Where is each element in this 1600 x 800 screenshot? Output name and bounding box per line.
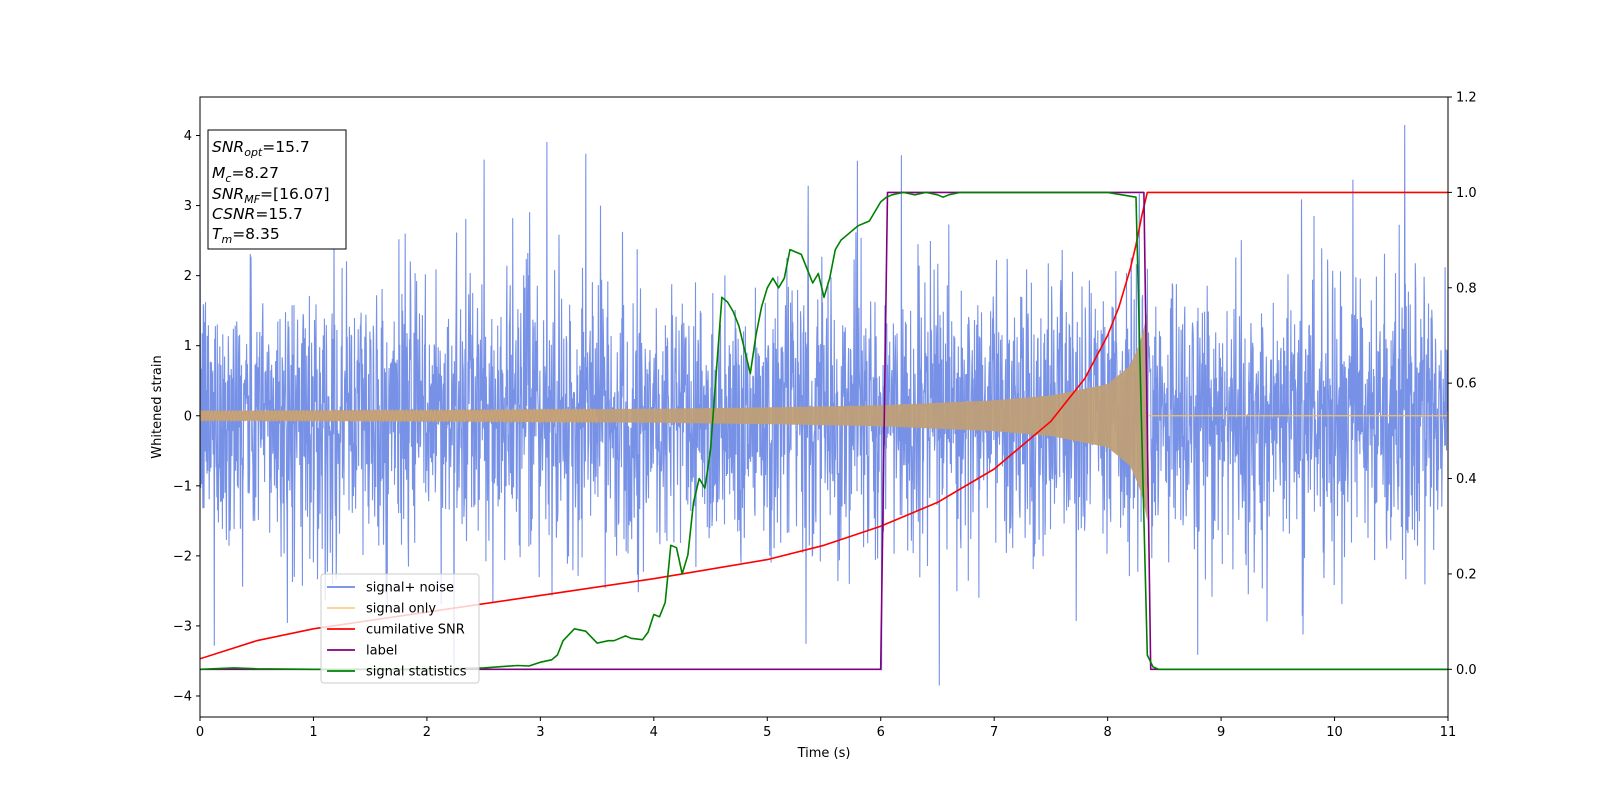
x-tick-label: 8 — [1103, 725, 1111, 740]
y2-tick-label: 0.0 — [1456, 663, 1477, 678]
annotation-frame — [207, 129, 347, 250]
legend-label: signal only — [366, 602, 436, 617]
legend: signal+ noise signal only cumilative SNR la… — [320, 573, 480, 684]
y-axis-left: −4 −3 −2 −1 0 1 2 3 4 — [173, 129, 200, 704]
x-tick-label: 6 — [877, 725, 885, 740]
legend-label: cumilative SNR — [366, 623, 465, 638]
y2-tick-label: 0.6 — [1456, 377, 1477, 392]
y2-tick-label: 1.2 — [1456, 91, 1477, 106]
annotation-line: SNRopt=15.7 — [212, 138, 310, 159]
y-tick-label: −1 — [173, 479, 192, 494]
y2-tick-label: 1.0 — [1456, 186, 1477, 201]
plot-frame — [199, 96, 1449, 718]
x-tick-label: 0 — [196, 725, 204, 740]
series-signal-only — [200, 310, 1448, 521]
series-signal-statistics — [200, 191, 1448, 671]
x-tick-label: 10 — [1326, 725, 1343, 740]
x-tick-label: 7 — [990, 725, 998, 740]
x-tick-label: 9 — [1217, 725, 1225, 740]
y-tick-label: −4 — [173, 689, 192, 704]
y-tick-label: 1 — [184, 339, 192, 354]
y-tick-label: 4 — [184, 129, 192, 144]
y-tick-label: 0 — [184, 409, 192, 424]
x-tick-label: 4 — [650, 725, 658, 740]
y-tick-label: −3 — [173, 619, 192, 634]
y-axis-right: 0.0 0.2 0.4 0.6 0.8 1.0 1.2 — [1448, 91, 1477, 678]
signal-only-envelope — [200, 310, 1148, 521]
signal-noise-line — [200, 124, 1448, 686]
x-axis-label: Time (s) — [797, 746, 851, 761]
annotation-box: SNRopt=15.7 Mc=8.27SNRMF=[16.07]CSNR=15.7… — [207, 129, 347, 250]
y-tick-label: 2 — [184, 269, 192, 284]
x-tick-label: 3 — [536, 725, 544, 740]
annotation-line: Mc=8.27 — [212, 164, 279, 185]
signal-statistics-line — [200, 191, 1448, 671]
y-axis-label: Whitened strain — [150, 355, 165, 458]
y2-tick-label: 0.4 — [1456, 472, 1477, 487]
y2-tick-label: 0.8 — [1456, 281, 1477, 296]
y-tick-label: −2 — [173, 549, 192, 564]
y-tick-label: 3 — [184, 199, 192, 214]
legend-label: label — [366, 644, 397, 659]
legend-frame — [320, 573, 480, 684]
annotation-line: Tm=8.35 — [212, 225, 280, 246]
x-tick-label: 2 — [423, 725, 431, 740]
y2-tick-label: 0.2 — [1456, 567, 1477, 582]
x-tick-label: 11 — [1440, 725, 1457, 740]
annotation-line: SNRMF=[16.07] — [212, 185, 330, 206]
x-tick-label: 5 — [763, 725, 771, 740]
signal-only-line — [200, 407, 598, 425]
legend-label: signal statistics — [366, 665, 467, 680]
series-signal-noise — [200, 124, 1448, 686]
x-axis: 0 1 2 3 4 5 6 7 8 9 10 11 — [196, 717, 1456, 740]
annotation-line: CSNR=15.7 — [212, 205, 303, 223]
x-tick-label: 1 — [309, 725, 317, 740]
legend-label: signal+ noise — [366, 581, 454, 596]
